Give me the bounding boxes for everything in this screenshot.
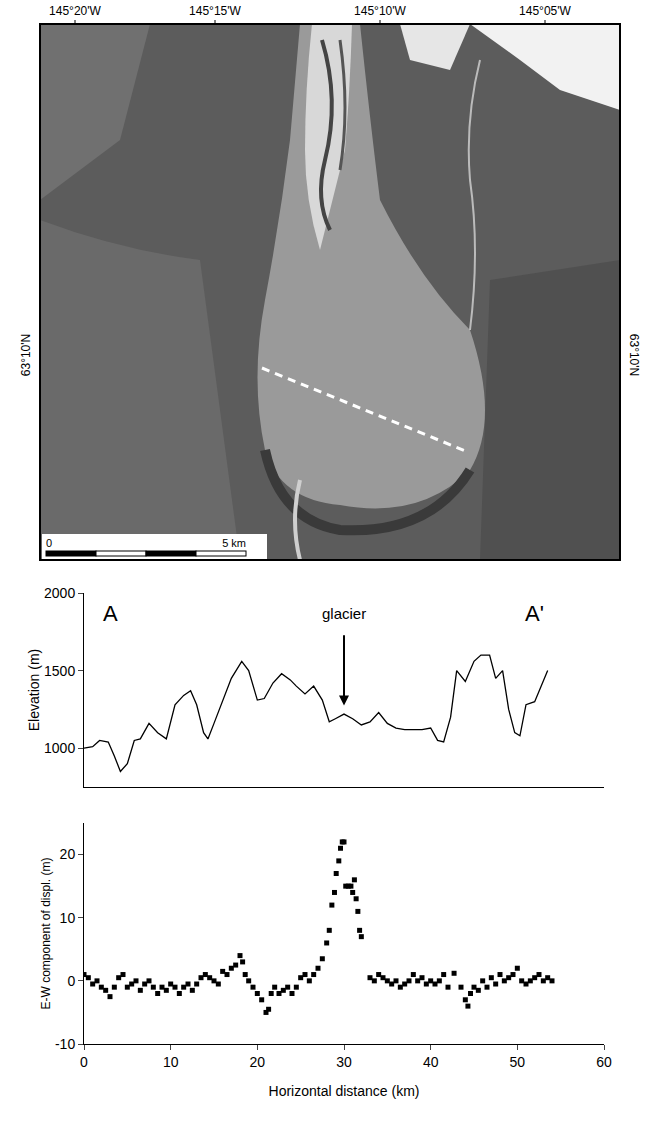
svg-text:145°10'W: 145°10'W [354, 4, 406, 18]
svg-text:E-W component of displ. (m): E-W component of displ. (m) [39, 857, 53, 1009]
svg-text:145°20'W: 145°20'W [49, 4, 101, 18]
svg-text:Horizontal distance (km): Horizontal distance (km) [269, 1083, 420, 1099]
svg-text:10: 10 [60, 910, 76, 926]
svg-text:2000: 2000 [44, 585, 75, 601]
svg-text:60: 60 [596, 1054, 612, 1070]
svg-text:63°10'N: 63°10'N [627, 334, 641, 376]
svg-text:A': A' [525, 601, 544, 626]
svg-text:0: 0 [80, 1054, 88, 1070]
svg-text:Elevation (m): Elevation (m) [26, 649, 42, 731]
svg-text:10: 10 [163, 1054, 179, 1070]
svg-text:20: 20 [60, 846, 76, 862]
svg-text:145°15'W: 145°15'W [189, 4, 241, 18]
svg-text:1000: 1000 [44, 740, 75, 756]
svg-text:1500: 1500 [44, 663, 75, 679]
svg-text:63°10'N: 63°10'N [19, 334, 33, 376]
svg-text:145°05'W: 145°05'W [519, 4, 571, 18]
svg-text:30: 30 [336, 1054, 352, 1070]
svg-text:40: 40 [423, 1054, 439, 1070]
svg-text:-10: -10 [55, 1036, 75, 1052]
svg-text:5 km: 5 km [222, 537, 246, 549]
svg-text:A: A [103, 601, 118, 626]
svg-text:0: 0 [46, 537, 52, 549]
svg-text:20: 20 [250, 1054, 266, 1070]
svg-text:50: 50 [510, 1054, 526, 1070]
svg-text:0: 0 [67, 973, 75, 989]
svg-text:glacier: glacier [322, 605, 366, 622]
